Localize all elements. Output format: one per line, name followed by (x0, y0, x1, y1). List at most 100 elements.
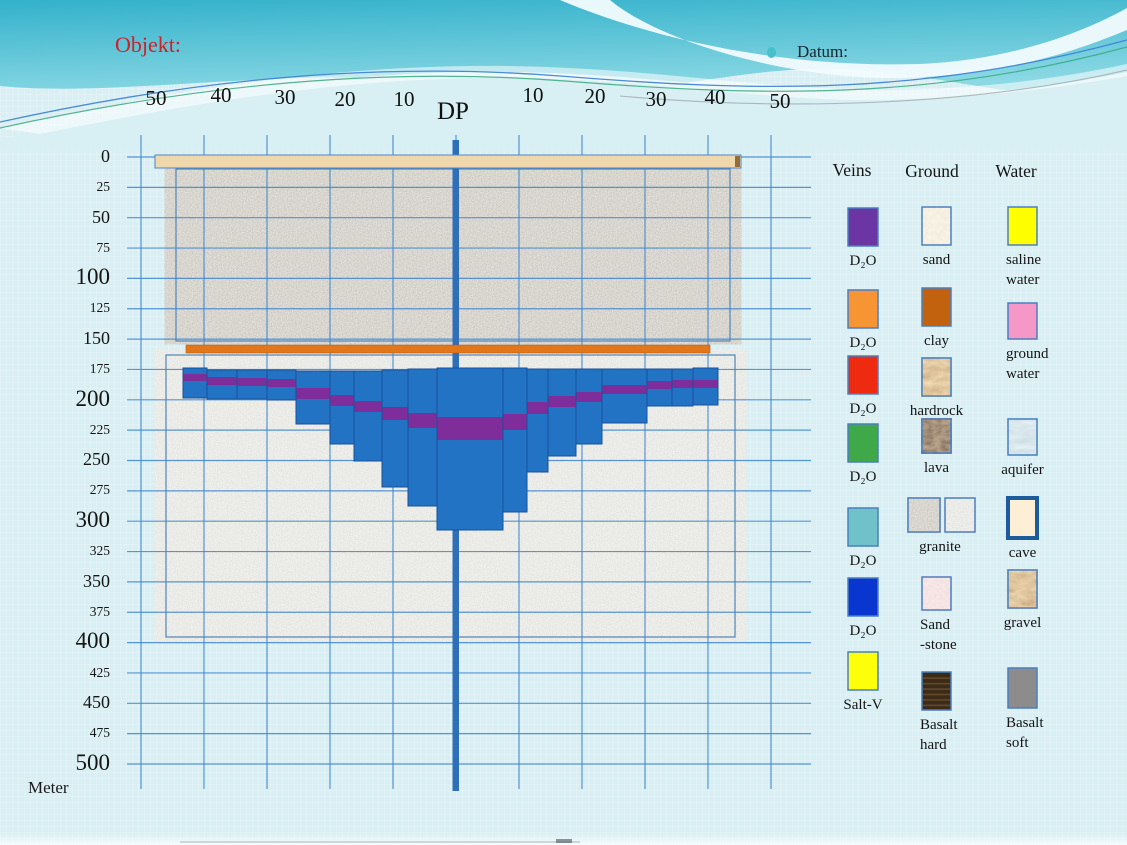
distance-tick-label: 50 (769, 89, 791, 113)
water-column (329, 370, 355, 445)
legend-item-label: cave (1008, 545, 1037, 561)
d2o-vein-band (503, 414, 527, 430)
legend-item-label: sand (922, 252, 951, 268)
water-column (353, 370, 383, 462)
legend-swatch-sand-border (921, 206, 952, 246)
objekt-label: Objekt: (115, 32, 181, 57)
legend-swatch-aquifer-border (1007, 418, 1038, 456)
depth-tick-label: 375 (89, 603, 110, 619)
d2o-vein-band (330, 395, 354, 406)
legend-swatch-sandstone-border (921, 576, 952, 611)
datum-label: Datum: (797, 42, 848, 61)
depth-tick-label: 325 (89, 543, 110, 559)
legend-item-label: ground water (1006, 346, 1049, 383)
distance-tick-label: 20 (334, 87, 356, 111)
depth-tick-label: 500 (75, 749, 111, 775)
basalt-stripe (923, 699, 950, 701)
legend-swatch-marble-border (921, 357, 952, 397)
depth-tick-label: 200 (75, 385, 111, 411)
legend-item-label: D₂O (849, 623, 877, 639)
bottom-mark (556, 839, 572, 843)
legend-item-label: Salt-V (843, 697, 883, 713)
depth-tick-label: 0 (101, 145, 110, 166)
d2o-vein-band (548, 396, 576, 407)
depth-tick-label: 150 (83, 327, 110, 348)
legend-swatch-marble (1008, 570, 1037, 608)
white-ribbon (560, 0, 1127, 79)
legend-item-label: Sand -stone (920, 617, 957, 654)
distance-tick-label: 10 (393, 87, 415, 111)
water-column (526, 368, 549, 473)
legend-item-label: D₂O (849, 469, 877, 485)
water-column (436, 367, 504, 531)
accent-curve-gray (619, 69, 1127, 105)
basalt-stripe (923, 704, 950, 707)
water-column (407, 368, 438, 507)
depth-tick-label: 275 (89, 482, 110, 498)
d2o-vein-band (237, 378, 267, 386)
legend-swatch-cave (1006, 496, 1039, 540)
basalt-stripe (923, 677, 950, 680)
legend-item-label: hardrock (909, 403, 964, 419)
distance-tick-label: 50 (145, 86, 167, 110)
distance-tick-label: 20 (584, 84, 606, 108)
legend-swatch-ground-water (1007, 302, 1038, 340)
legend-swatch-d₂o (847, 423, 879, 463)
legend-swatch-salt-v (847, 651, 879, 691)
legend-swatch-clay (921, 287, 952, 327)
water-column (502, 367, 528, 513)
legend-item-label: D₂O (849, 553, 877, 569)
depth-tick-label: 350 (83, 570, 110, 591)
water-column (182, 367, 208, 399)
legend-swatch-sand (922, 207, 951, 245)
legend-swatch-granite-border (944, 497, 976, 533)
water-column (575, 368, 603, 445)
legend-item-label: clay (924, 333, 949, 349)
depth-tick-label: 25 (96, 178, 111, 194)
depth-tick-label: 75 (96, 239, 111, 255)
legend-item-label: Basalt hard (920, 717, 958, 754)
depth-tick-label: 425 (89, 664, 110, 680)
legend-item-label: D₂O (849, 253, 877, 269)
legend-item-label: lava (924, 460, 949, 476)
depth-tick-label: 400 (75, 628, 111, 654)
d2o-vein-band (183, 374, 207, 381)
depth-tick-label: 300 (75, 506, 111, 532)
legend-item-label: gravel (1003, 615, 1042, 631)
water-column (547, 368, 577, 457)
legend-swatch-granite (945, 498, 975, 532)
d2o-vein-band (437, 417, 503, 440)
legend-swatch-lava (922, 419, 951, 453)
accent-curve-green (0, 46, 1127, 129)
d2o-vein-band (576, 392, 602, 402)
legend-item-label: Basalt soft (1006, 715, 1044, 752)
depth-tick-label: 225 (89, 421, 110, 437)
depth-tick-label: 100 (75, 264, 111, 290)
surface-sand-bar (154, 154, 742, 169)
legend-swatch-marble-border (1007, 569, 1038, 609)
distance-tick-label: 40 (704, 85, 726, 109)
legend-swatch-d₂o (847, 577, 879, 617)
legend-swatch-d₂o (847, 289, 879, 329)
legend-swatch-lava-border (921, 418, 952, 454)
legend-swatch-d₂o (847, 507, 879, 547)
d2o-vein-band (354, 401, 382, 412)
d2o-vein-band (527, 402, 548, 414)
legend-swatch-granite-border (907, 497, 941, 533)
water-column (381, 369, 409, 488)
clay-layer-bar (185, 344, 711, 354)
distance-tick-label: 10 (522, 83, 544, 107)
depth-tick-label: 50 (92, 206, 110, 227)
d2o-vein-band (207, 377, 237, 385)
header-wave-decoration (0, 0, 1127, 150)
legend-header: Water (995, 161, 1037, 181)
depth-tick-label: 175 (89, 361, 110, 377)
legend-swatch-basalt-soft (1007, 667, 1038, 709)
white-swoosh (0, 64, 1127, 134)
d2o-vein-band (693, 380, 718, 388)
legend-item-label: saline water (1006, 252, 1041, 289)
legend-swatch-d₂o (847, 207, 879, 247)
legend-header: Veins (832, 160, 872, 180)
legend-item-label: aquifer (1001, 462, 1044, 478)
